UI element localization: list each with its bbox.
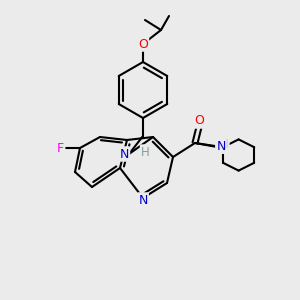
Text: N: N [219,139,228,152]
Text: O: O [194,115,204,128]
Text: N: N [120,148,129,160]
Text: O: O [138,38,148,50]
Text: N: N [138,194,148,206]
Text: F: F [57,142,64,154]
Text: N: N [216,140,226,153]
Text: H: H [141,146,150,158]
